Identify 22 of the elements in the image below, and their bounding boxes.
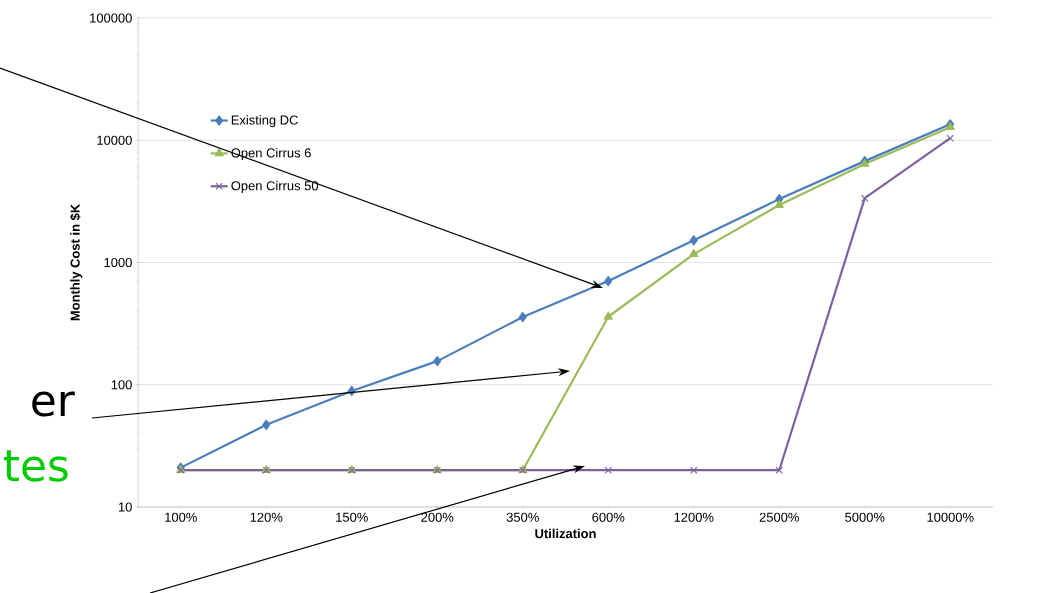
text: er — [32, 391, 75, 417]
legend-label: Open Cirrus 6 — [231, 147, 311, 161]
x-tick-label: 350% — [506, 512, 539, 522]
x-tick-label: 120% — [250, 512, 283, 522]
legend-label: Existing DC — [231, 115, 298, 128]
text: tes — [3, 450, 68, 482]
x-tick-label: 150% — [336, 512, 368, 522]
x-axis-title: Utilization — [535, 528, 596, 539]
y-tick-label: 1000 — [104, 257, 132, 268]
x-tick-label: 600% — [592, 512, 625, 522]
x-tick-label: 1200% — [674, 512, 714, 522]
x-tick-label: 10000% — [927, 512, 974, 522]
legend-label: Open Cirrus 50 — [231, 180, 319, 193]
x-tick-label: 5000% — [845, 512, 885, 522]
y-tick-label: 100000 — [90, 13, 132, 23]
y-axis-title: Monthly Cost in $K — [70, 203, 83, 321]
y-tick-label: 10000 — [97, 135, 132, 145]
y-tick-label: 10 — [118, 502, 132, 512]
x-tick-label: 200% — [421, 512, 454, 522]
x-tick-label: 100% — [165, 512, 197, 522]
x-tick-label: 2500% — [759, 512, 799, 522]
y-tick-label: 100 — [111, 380, 132, 390]
